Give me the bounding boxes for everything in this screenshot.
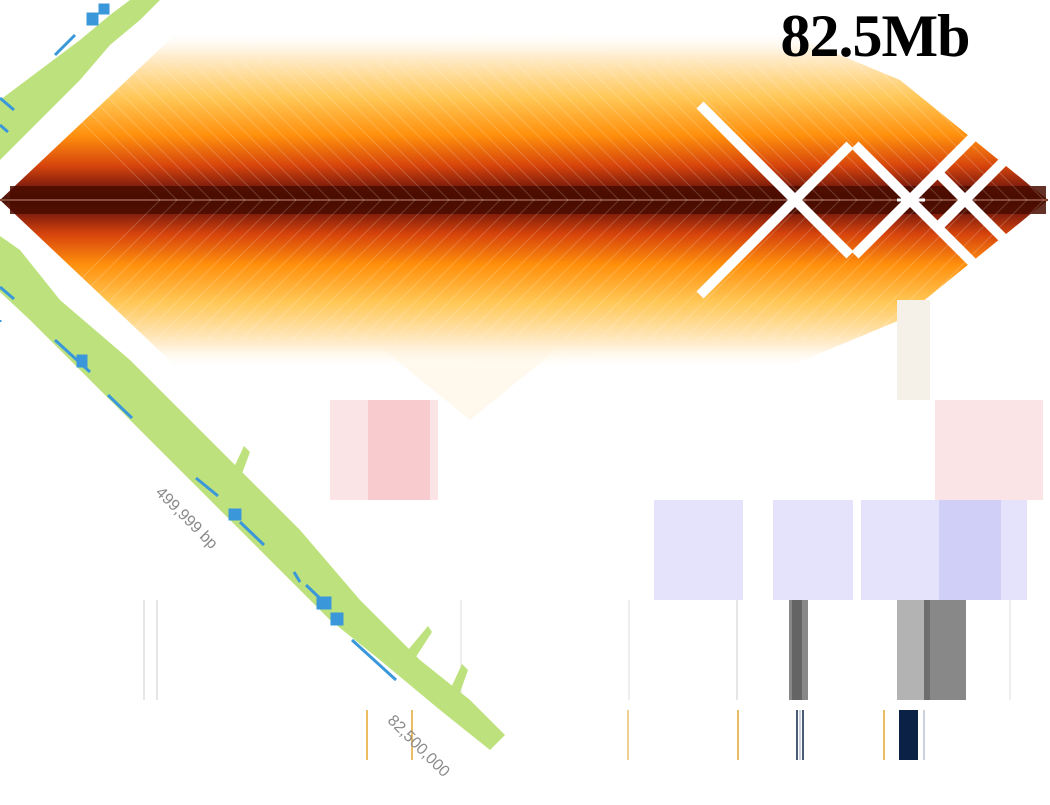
gene-features-lower xyxy=(0,285,398,682)
signal-peak-1-core xyxy=(792,600,802,700)
heatmap-upper-triangle xyxy=(0,30,1048,200)
heatmap-lower-triangle xyxy=(0,200,1048,370)
signal-peak-3 xyxy=(924,600,966,700)
blue-domain-track[interactable] xyxy=(654,500,1027,600)
marker-track[interactable] xyxy=(366,710,925,760)
signal-peak-2 xyxy=(897,600,929,700)
blue-domain-3-core xyxy=(939,500,1001,600)
red-domain-2 xyxy=(935,400,1043,500)
red-domain-1-core xyxy=(368,400,430,500)
blue-domain-1 xyxy=(654,500,743,600)
hic-heatmap[interactable] xyxy=(0,30,1050,370)
gene-track-upper[interactable] xyxy=(0,0,160,160)
region-size-label: 82.5Mb xyxy=(780,3,971,69)
red-domain-track[interactable] xyxy=(330,400,1043,500)
gene-track-lower-body xyxy=(0,236,505,750)
gene-features-upper xyxy=(0,3,110,134)
blue-domain-2 xyxy=(773,500,853,600)
heatmap-texture xyxy=(19,59,1050,341)
faint-column xyxy=(897,300,930,400)
gene-track-upper-body xyxy=(0,0,160,160)
heatmap-gaps xyxy=(696,96,1014,304)
signal-track[interactable] xyxy=(143,600,1011,700)
gene-track-lower[interactable] xyxy=(0,236,505,750)
marker-block xyxy=(899,710,918,760)
